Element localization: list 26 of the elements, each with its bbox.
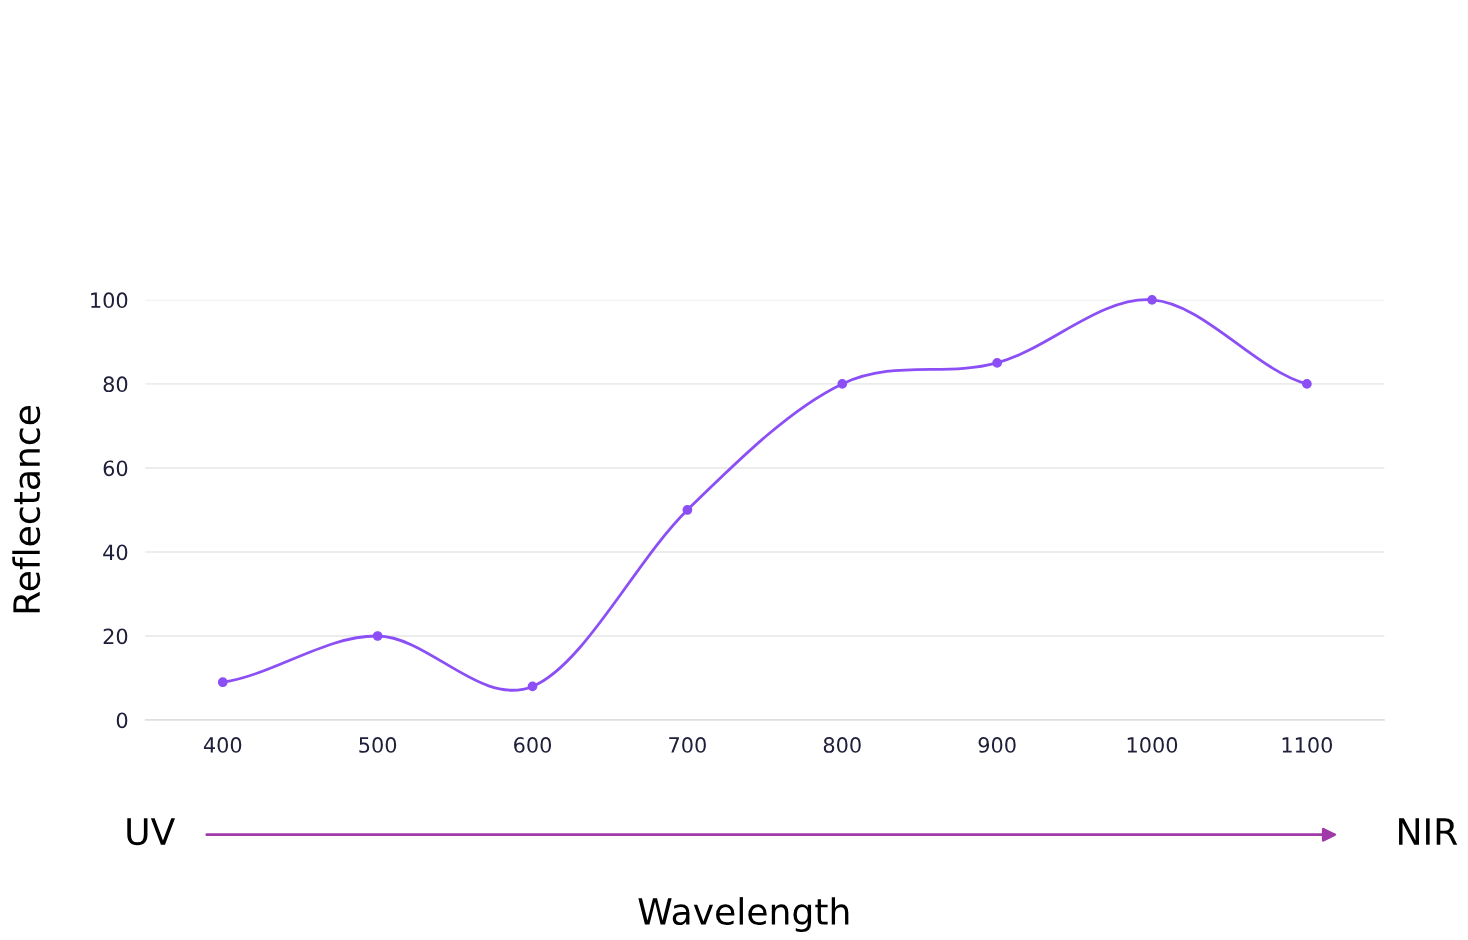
y-tick-label: 100 [91, 292, 128, 309]
y-axis-title: Reflectance [12, 406, 41, 613]
point [837, 379, 848, 389]
point [372, 631, 383, 641]
x-tick-label: 600 [514, 737, 552, 753]
x-tick-label: 1100 [1282, 737, 1333, 753]
point [992, 358, 1003, 368]
y-tick-label: 40 [103, 544, 128, 561]
y-tick-label: 80 [103, 376, 128, 393]
point [1147, 294, 1157, 305]
y-tick-label: 60 [103, 460, 128, 477]
x-tick-label: 800 [823, 737, 861, 753]
point [217, 677, 228, 688]
point [527, 681, 538, 692]
x-axis-title: Wavelength [638, 897, 849, 933]
x-tick-label: 1000 [1127, 737, 1178, 753]
x-tick-label: 900 [978, 737, 1016, 753]
text: UV [127, 818, 175, 846]
x-tick-label: 500 [359, 737, 397, 753]
x-tick-label: 400 [203, 737, 242, 753]
point [1302, 379, 1312, 389]
x-tick-label: 700 [669, 737, 706, 753]
y-tick-label: 0 [116, 712, 128, 729]
text: NIR [1399, 818, 1458, 845]
y-tick-label: 20 [103, 628, 128, 645]
point [682, 505, 693, 515]
